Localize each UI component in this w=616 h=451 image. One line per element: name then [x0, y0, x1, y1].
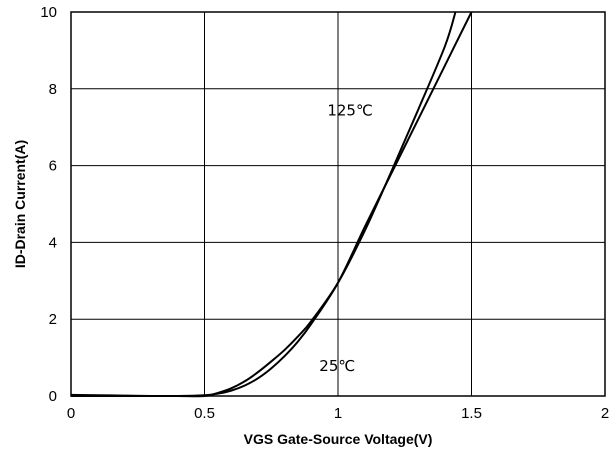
annotation-125c: 125℃ — [327, 102, 372, 120]
x-tick-label: 1 — [334, 405, 342, 422]
series-group — [70, 11, 473, 398]
series-line-125c — [70, 11, 457, 398]
y-tick-label: 10 — [40, 4, 57, 21]
grid — [70, 11, 606, 397]
y-tick-label: 6 — [49, 158, 57, 175]
y-tick-label: 8 — [49, 81, 57, 98]
x-tick-label: 0 — [67, 405, 75, 422]
y-tick-label: 0 — [49, 388, 57, 405]
series-line-25c — [70, 11, 473, 398]
y-tick-label: 4 — [49, 234, 57, 251]
x-tick-label: 2 — [601, 405, 609, 422]
annotation-25c: 25℃ — [319, 357, 355, 375]
x-axis-label: VGS Gate-Source Voltage(V) — [244, 431, 433, 447]
plot-frame — [70, 11, 606, 397]
tick-labels: 0 0.5 1 1.5 2 0 2 4 6 8 10 — [40, 4, 609, 422]
x-tick-label: 1.5 — [461, 405, 482, 422]
y-tick-label: 2 — [49, 311, 57, 328]
x-tick-label: 0.5 — [194, 405, 215, 422]
y-axis-label: ID-Drain Current(A) — [12, 140, 28, 268]
